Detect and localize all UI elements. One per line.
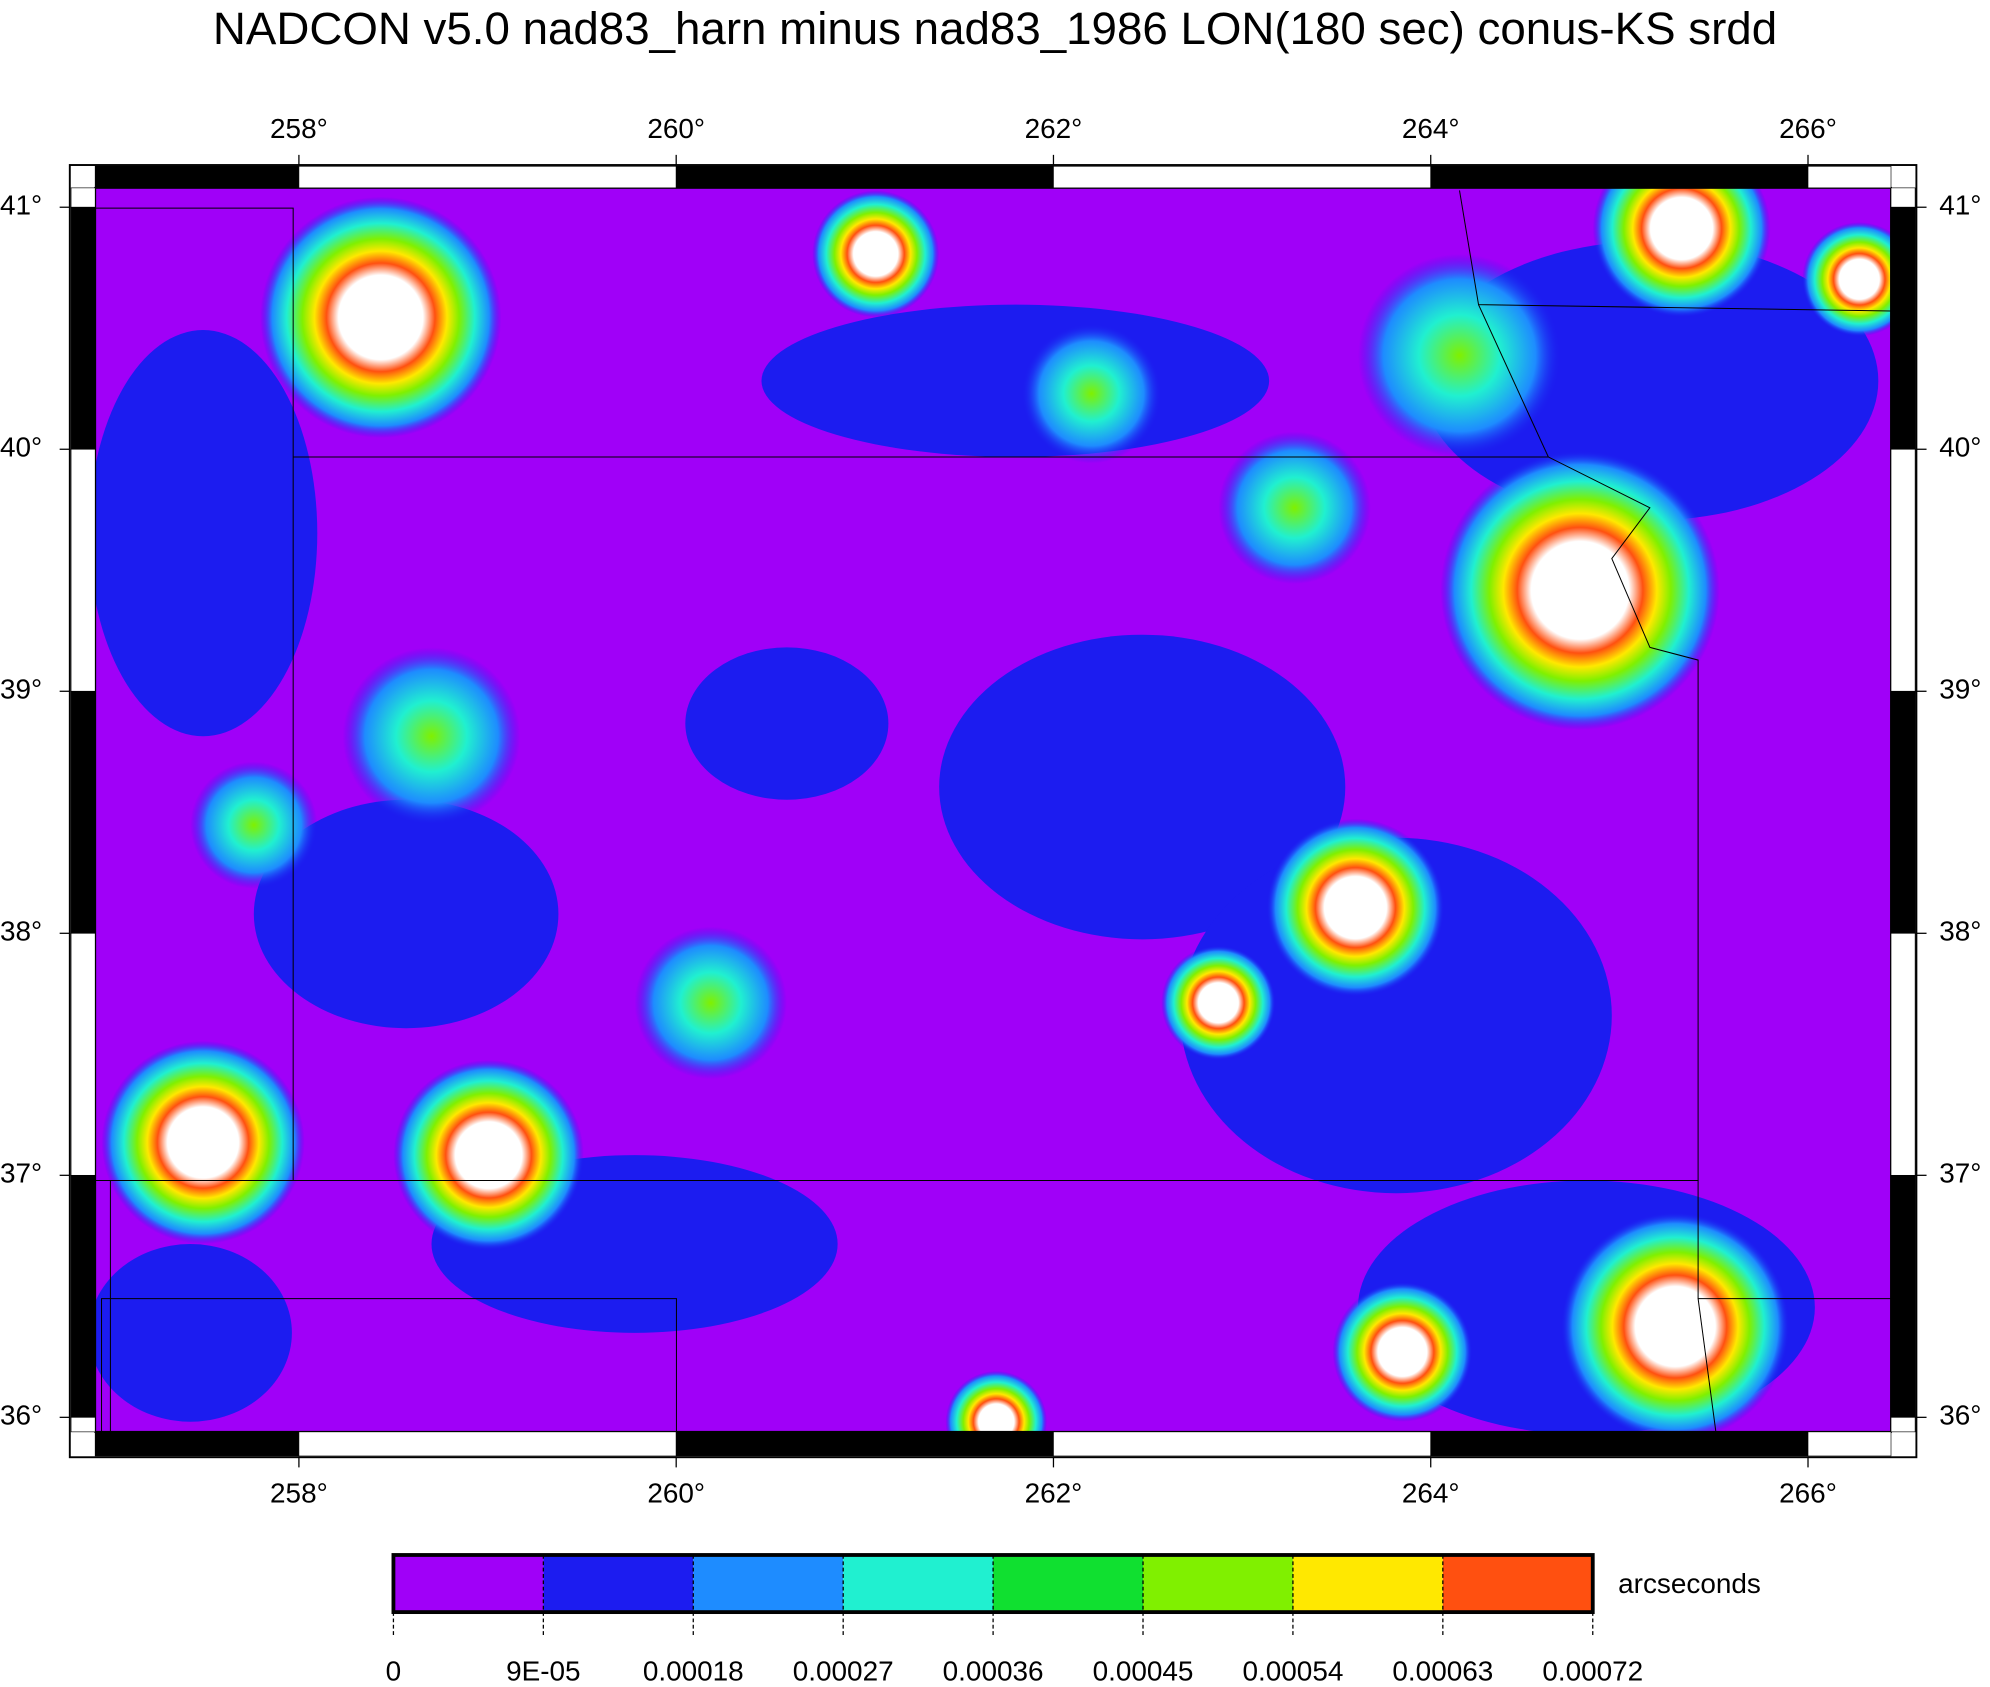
- colorbar-tick-label: 0.00063: [1392, 1655, 1493, 1686]
- x-tick-label: 258°: [270, 113, 328, 144]
- colorbar-tick-label: 0.00018: [643, 1655, 744, 1686]
- y-tick-label: 41°: [0, 190, 42, 221]
- colorbar-tick-label: 9E-05: [506, 1655, 580, 1686]
- y-tick-label: 39°: [1939, 674, 1981, 705]
- y-tick-label: 36°: [0, 1400, 42, 1431]
- x-tick-label: 264°: [1402, 1478, 1460, 1509]
- frame-strip: [94, 1431, 300, 1457]
- y-tick-label: 38°: [1939, 916, 1981, 947]
- frame-strip: [1890, 1174, 1916, 1418]
- frame-strip: [1890, 206, 1916, 450]
- hot-spots: [101, 187, 1892, 1432]
- frame-strip: [1807, 1431, 1892, 1457]
- frame-strip: [70, 932, 96, 1176]
- frame-strip: [1053, 165, 1432, 189]
- colorbar-bin: [393, 1554, 544, 1613]
- x-tick-label: 258°: [270, 1478, 328, 1509]
- frame-strip: [675, 165, 1054, 189]
- colorbar-tick-label: 0.00027: [793, 1655, 894, 1686]
- y-tick-label: 36°: [1939, 1400, 1981, 1431]
- x-tick-label: 262°: [1025, 1478, 1083, 1509]
- colorbar-tick-label: 0.00054: [1242, 1655, 1343, 1686]
- y-tick-label: 40°: [1939, 432, 1981, 463]
- frame-strip: [298, 165, 677, 189]
- colorbar-label: arcseconds: [1618, 1568, 1761, 1599]
- frame-strip: [1053, 1431, 1432, 1457]
- x-tick-label: 264°: [1402, 113, 1460, 144]
- frame-strip: [1890, 448, 1916, 692]
- x-tick-label: 266°: [1779, 113, 1837, 144]
- frame-strip: [70, 206, 96, 450]
- y-tick-label: 40°: [0, 432, 42, 463]
- colorbar-tick-label: 0.00036: [943, 1655, 1044, 1686]
- x-tick-label: 266°: [1779, 1478, 1837, 1509]
- frame-strip: [70, 690, 96, 934]
- frame-strip: [1890, 1417, 1916, 1433]
- frame-strip: [70, 1174, 96, 1418]
- frame-strip: [70, 1417, 96, 1433]
- frame-strip: [298, 1431, 677, 1457]
- colorbar-tick-label: 0: [386, 1655, 402, 1686]
- frame-strip: [1890, 187, 1916, 208]
- y-tick-label: 38°: [0, 916, 42, 947]
- colorbar-bin: [1442, 1554, 1593, 1613]
- colorbar-bin: [543, 1554, 694, 1613]
- frame-strip: [70, 187, 96, 208]
- frame-strip: [1890, 932, 1916, 1176]
- y-tick-label: 41°: [1939, 190, 1981, 221]
- y-tick-label: 37°: [0, 1158, 42, 1189]
- colorbar-tick-label: 0.00072: [1542, 1655, 1643, 1686]
- frame-strip: [1430, 1431, 1809, 1457]
- colorbar-bin: [1292, 1554, 1443, 1613]
- colorbar-bin: [693, 1554, 844, 1613]
- frame-strip: [70, 448, 96, 692]
- frame-strip: [675, 1431, 1054, 1457]
- colorbar-tick-label: 0.00045: [1093, 1655, 1194, 1686]
- map-raster: [95, 187, 1892, 1432]
- colorbar-bin: [1143, 1554, 1293, 1613]
- chart-title: NADCON v5.0 nad83_harn minus nad83_1986 …: [213, 3, 1777, 54]
- colorbar-bin: [993, 1554, 1144, 1613]
- frame-strip: [94, 165, 300, 189]
- y-tick-label: 37°: [1939, 1158, 1981, 1189]
- frame-strip: [1430, 165, 1809, 189]
- y-tick-label: 39°: [0, 674, 42, 705]
- x-tick-label: 260°: [647, 1478, 705, 1509]
- frame-strip: [1807, 165, 1892, 189]
- colorbar-bin: [843, 1554, 994, 1613]
- state-boundaries: [95, 190, 1892, 1432]
- frame-strip: [1890, 690, 1916, 934]
- x-tick-label: 260°: [647, 113, 705, 144]
- x-tick-label: 262°: [1025, 113, 1083, 144]
